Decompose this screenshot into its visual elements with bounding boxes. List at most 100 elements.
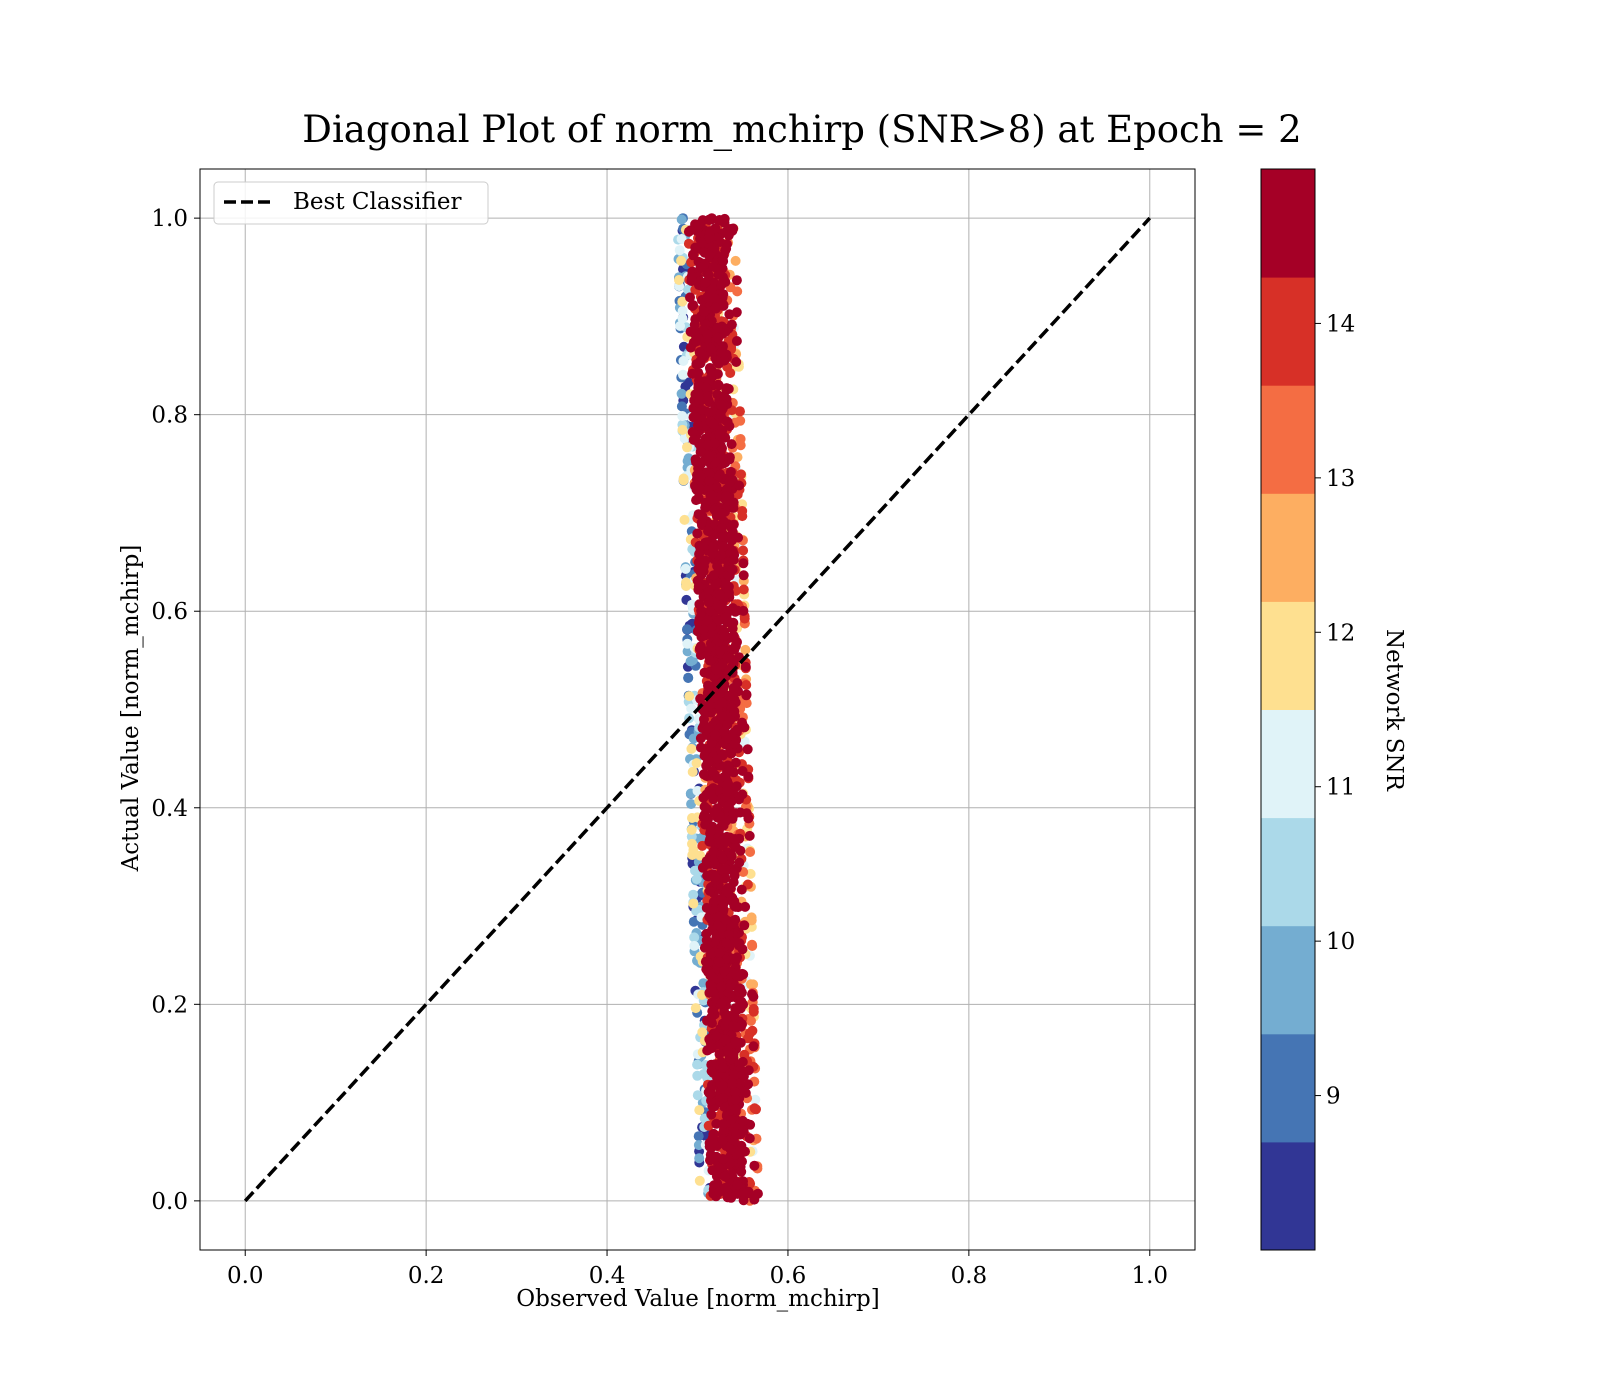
scatter-point — [708, 794, 719, 805]
scatter-point — [684, 691, 695, 702]
scatter-point — [702, 957, 713, 968]
scatter-point — [694, 1153, 705, 1164]
scatter-point — [748, 1003, 759, 1014]
scatter-point — [726, 319, 737, 330]
scatter-point — [736, 996, 747, 1007]
scatter-point — [695, 733, 706, 744]
scatter-point — [686, 799, 697, 809]
scatter-point — [740, 644, 751, 655]
scatter-point — [692, 1059, 703, 1070]
scatter-point — [721, 1015, 732, 1026]
colorbar-segment — [1261, 385, 1315, 494]
scatter-point — [737, 1147, 747, 1158]
scatter-point — [714, 911, 725, 922]
scatter-point — [703, 597, 714, 608]
scatter-point — [688, 898, 699, 909]
scatter-point — [737, 766, 748, 776]
scatter-point — [728, 497, 739, 508]
scatter-point — [709, 293, 720, 304]
scatter-point — [687, 813, 697, 823]
scatter-point — [712, 1178, 723, 1189]
scatter-point — [691, 874, 702, 885]
scatter-point — [730, 834, 741, 844]
colorbar-segment — [1261, 601, 1315, 710]
scatter-point — [732, 1179, 743, 1190]
legend-box — [213, 181, 489, 225]
scatter-point — [681, 577, 691, 588]
scatter-point — [743, 1079, 754, 1090]
x-tick-label: 0.8 — [951, 1263, 988, 1289]
scatter-point — [685, 225, 696, 236]
scatter-point — [738, 558, 749, 569]
colorbar-tick-label: 10 — [1326, 929, 1355, 955]
scatter-point — [717, 1135, 728, 1146]
y-tick-label: 0.4 — [151, 796, 188, 822]
scatter-point — [698, 624, 709, 635]
scatter-point — [703, 452, 714, 463]
y-axis-ticks: 0.0 0.2 0.4 0.6 0.8 1.0 — [151, 206, 200, 1215]
scatter-point — [708, 896, 719, 907]
scatter-point — [739, 736, 750, 747]
y-tick-label: 0.0 — [151, 1189, 188, 1215]
scatter-point — [677, 306, 688, 316]
scatter-point — [735, 440, 746, 451]
scatter-point — [715, 408, 726, 419]
scatter-point — [719, 631, 730, 641]
scatter-point — [689, 319, 700, 330]
scatter-point — [694, 1175, 705, 1186]
scatter-point — [696, 517, 707, 528]
scatter-point — [721, 243, 732, 254]
scatter-point — [688, 249, 698, 260]
scatter-point — [720, 873, 731, 884]
colorbar-segment — [1261, 169, 1315, 278]
scatter-point — [696, 237, 707, 248]
scatter-point — [708, 570, 719, 581]
scatter-point — [746, 979, 756, 990]
scatter-point — [734, 857, 745, 868]
x-tick-label: 0.4 — [589, 1263, 626, 1289]
scatter-point — [718, 289, 729, 300]
scatter-point — [677, 313, 688, 324]
scatter-point — [717, 508, 728, 519]
scatter-point — [714, 948, 725, 958]
scatter-point — [693, 492, 704, 503]
scatter-point — [715, 646, 725, 657]
scatter-point — [716, 894, 727, 904]
scatter-point — [729, 870, 740, 881]
scatter-point — [720, 1034, 731, 1045]
scatter-point — [698, 769, 709, 780]
scatter-point — [708, 419, 719, 430]
scatter-point — [720, 1182, 731, 1193]
scatter-point — [738, 584, 749, 595]
scatter-point — [746, 915, 757, 926]
scatter-point — [732, 286, 743, 297]
scatter-point — [727, 623, 738, 634]
scatter-point — [682, 442, 692, 453]
scatter-point — [740, 901, 751, 912]
scatter-point — [688, 300, 699, 311]
scatter-point — [713, 379, 724, 390]
scatter-point — [706, 606, 716, 616]
scatter-point — [700, 497, 711, 508]
scatter-point — [705, 826, 716, 837]
scatter-point — [725, 466, 736, 477]
scatter-point — [706, 737, 717, 748]
scatter-point — [727, 1077, 738, 1088]
scatter-point — [717, 853, 728, 864]
scatter-point — [737, 944, 748, 955]
scatter-point — [742, 744, 753, 755]
scatter-point — [731, 1129, 742, 1140]
scatter-point — [703, 756, 714, 767]
scatter-point — [688, 434, 699, 445]
scatter-point — [732, 605, 743, 616]
scatter-point — [729, 706, 740, 717]
scatter-point — [702, 724, 713, 734]
scatter-point — [724, 763, 735, 774]
y-axis-label: Actual Value [norm_mchirp] — [118, 545, 144, 873]
scatter-point — [712, 333, 723, 343]
scatter-point — [702, 329, 713, 340]
colorbar-ticks: 9 10 11 12 13 14 — [1315, 311, 1355, 1110]
scatter-point — [702, 615, 713, 626]
scatter-points — [673, 213, 763, 1206]
scatter-point — [739, 613, 750, 624]
